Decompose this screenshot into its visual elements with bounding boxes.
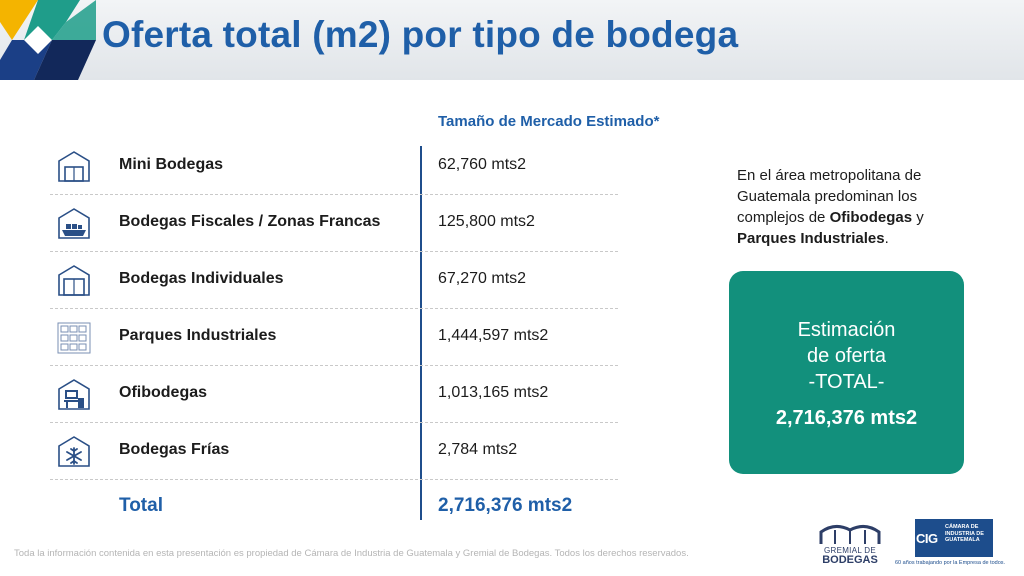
column-divider — [420, 146, 422, 520]
individual-warehouse-icon — [58, 265, 90, 296]
warehouse-roof-logo-icon — [819, 525, 881, 544]
card-amount: 2,716,376 mts2 — [775, 407, 918, 429]
table-row: Mini Bodegas 62,760 mts2 — [50, 137, 618, 195]
row-name: Bodegas Fiscales / Zonas Francas — [119, 213, 381, 230]
cig-logo: CIG CÁMARA DE INDUSTRIA DE GUATEMALA 60 … — [895, 519, 1019, 571]
total-value: 2,716,376 mts2 — [438, 495, 573, 516]
row-name: Mini Bodegas — [119, 156, 224, 173]
table-row: Bodegas Individuales 67,270 mts2 — [50, 251, 618, 309]
card-line-3: -TOTAL- — [808, 371, 885, 393]
row-name: Bodegas Individuales — [119, 270, 284, 287]
card-line-1: Estimación — [797, 319, 896, 341]
note-text-1: En el área metropolitana de Guatemala pr… — [737, 167, 922, 226]
cig-letters: CIG — [916, 531, 938, 546]
table-row: Bodegas Frías 2,784 mts2 — [50, 422, 618, 480]
cig-slogan: 60 años trabajando por la Empresa de tod… — [895, 560, 1006, 566]
row-name: Ofibodegas — [119, 384, 208, 401]
note-bold-2: Parques Industriales — [737, 230, 885, 247]
office-warehouse-icon — [58, 379, 90, 410]
card-line-2: de oferta — [807, 345, 886, 367]
note-text-2: y — [912, 209, 924, 226]
column-header: Tamaño de Mercado Estimado* — [438, 113, 660, 130]
note-bold-1: Ofibodegas — [829, 209, 913, 226]
row-value: 1,444,597 mts2 — [438, 327, 549, 344]
cig-name: CÁMARA DE INDUSTRIA DE GUATEMALA — [945, 524, 984, 543]
industrial-park-icon — [57, 322, 91, 354]
cig-badge — [915, 519, 993, 557]
brand-diamond-logo-icon — [0, 0, 96, 80]
row-value: 125,800 mts2 — [438, 213, 535, 230]
total-estimate-card: Estimación de oferta -TOTAL- 2,716,376 m… — [729, 271, 964, 474]
fiscal-warehouse-ship-icon — [58, 208, 90, 239]
row-value: 2,784 mts2 — [438, 441, 518, 458]
row-value: 1,013,165 mts2 — [438, 384, 549, 401]
footer-disclaimer: Toda la información contenida en esta pr… — [14, 548, 689, 559]
row-name: Bodegas Frías — [119, 441, 230, 458]
mini-warehouse-icon — [58, 151, 90, 182]
row-value: 62,760 mts2 — [438, 156, 527, 173]
table-row: Parques Industriales 1,444,597 mts2 — [50, 308, 618, 366]
cold-storage-snowflake-icon — [58, 436, 90, 467]
total-label: Total — [119, 495, 163, 516]
table-row: Ofibodegas 1,013,165 mts2 — [50, 365, 618, 423]
market-note: En el área metropolitana de Guatemala pr… — [737, 165, 977, 249]
gremial-bodegas-logo: GREMIAL DE BODEGAS — [815, 522, 885, 568]
table-row: Bodegas Fiscales / Zonas Francas 125,800… — [50, 194, 618, 252]
slide-header: Oferta total (m2) por tipo de bodega — [0, 0, 1024, 80]
gremial-text-2: BODEGAS — [822, 554, 878, 566]
row-value: 67,270 mts2 — [438, 270, 527, 287]
page-title: Oferta total (m2) por tipo de bodega — [102, 14, 739, 55]
gremial-text-1: GREMIAL DE — [823, 546, 877, 555]
row-name: Parques Industriales — [119, 327, 277, 344]
note-text-3: . — [884, 230, 889, 247]
